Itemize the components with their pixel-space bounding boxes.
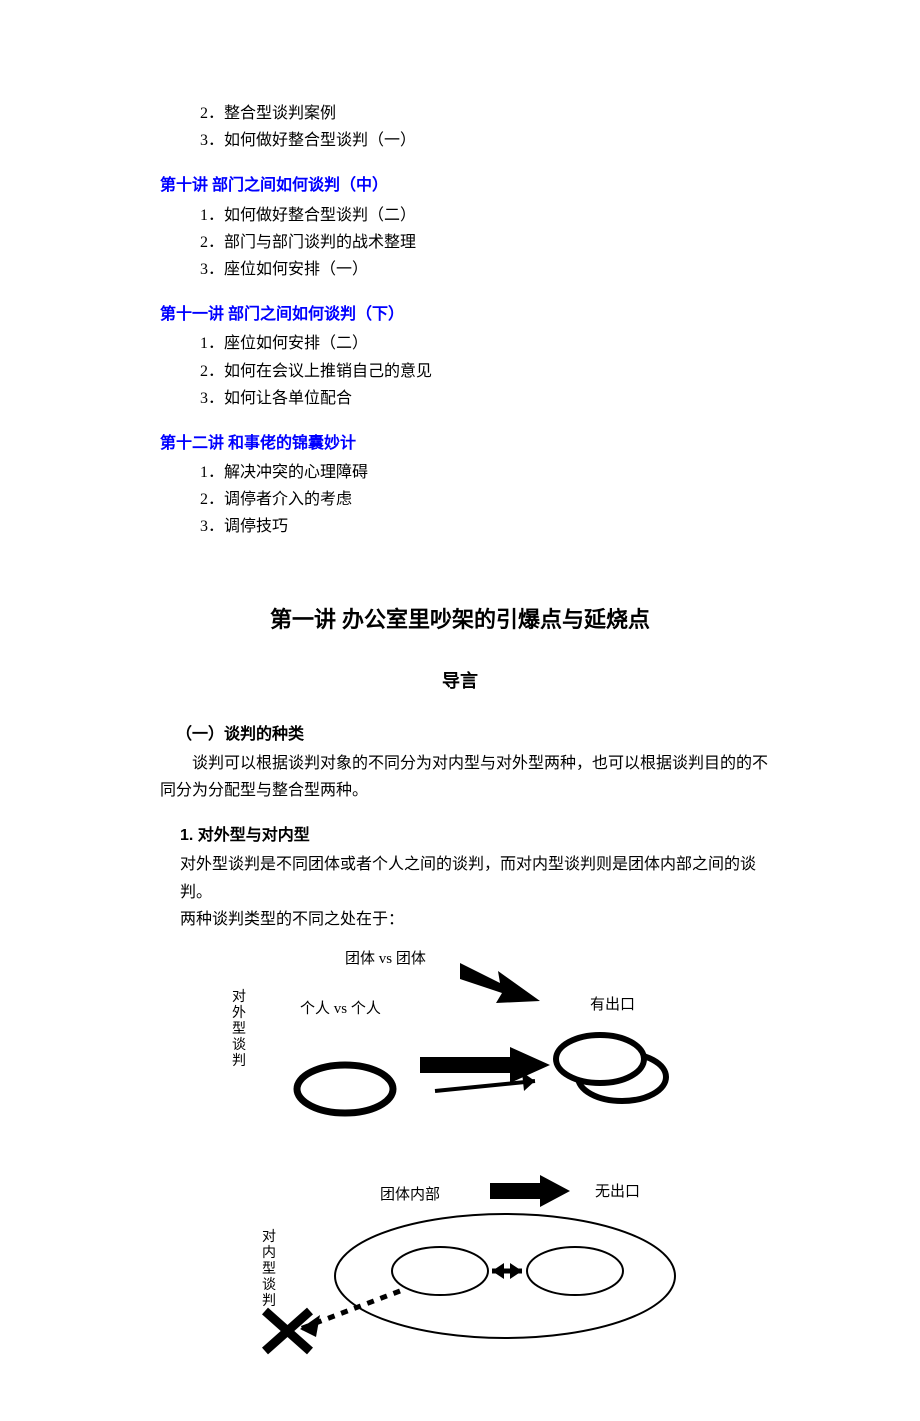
toc-item: 2．整合型谈判案例 bbox=[140, 100, 780, 127]
toc-item: 3．座位如何安排（一） bbox=[140, 256, 780, 283]
arrow-icon bbox=[420, 1047, 550, 1083]
toc-item: 1．座位如何安排（二） bbox=[140, 330, 780, 357]
subheading-external-internal: 1. 对外型与对内型 bbox=[140, 822, 780, 849]
subheading-types: （一）谈判的种类 bbox=[140, 721, 780, 748]
ellipse-right-front bbox=[556, 1035, 644, 1083]
top-right-label: 有出口 bbox=[590, 996, 635, 1013]
toc-heading-lecture-10: 第十讲 部门之间如何谈判（中） bbox=[140, 172, 780, 199]
lecture-title: 第一讲 办公室里吵架的引爆点与延烧点 bbox=[140, 601, 780, 638]
side-label-external: 对 外 型 谈 判 bbox=[232, 989, 250, 1069]
x-mark-icon bbox=[265, 1311, 310, 1351]
double-arrow-icon bbox=[492, 1263, 522, 1279]
ellipse-left bbox=[297, 1065, 393, 1113]
side-label-internal: 对 内 型 谈 判 bbox=[262, 1229, 280, 1309]
toc-item: 2．如何在会议上推销自己的意见 bbox=[140, 358, 780, 385]
toc-item: 3．如何做好整合型谈判（一） bbox=[140, 127, 780, 154]
paragraph-types: 谈判可以根据谈判对象的不同分为对内型与对外型两种，也可以根据谈判目的的不同分为分… bbox=[140, 750, 780, 804]
toc-item: 1．如何做好整合型谈判（二） bbox=[140, 202, 780, 229]
toc-item: 2．调停者介入的考虑 bbox=[140, 486, 780, 513]
top-header: 团体 vs 团体 bbox=[345, 950, 426, 967]
body-line-2: 两种谈判类型的不同之处在于： bbox=[140, 906, 780, 933]
toc-heading-lecture-12: 第十二讲 和事佬的锦囊妙计 bbox=[140, 430, 780, 457]
inner-ellipse-left bbox=[392, 1247, 488, 1295]
outer-ellipse bbox=[335, 1214, 675, 1338]
body-line-1: 对外型谈判是不同团体或者个人之间的谈判，而对内型谈判则是团体内部之间的谈判。 bbox=[140, 851, 780, 905]
dashed-arrow-icon bbox=[300, 1291, 400, 1337]
section-intro-label: 导言 bbox=[140, 666, 780, 697]
arrow-icon bbox=[460, 963, 540, 1003]
top-row2: 个人 vs 个人 bbox=[300, 1000, 381, 1017]
bottom-header: 团体内部 bbox=[380, 1186, 440, 1203]
inner-ellipse-right bbox=[527, 1247, 623, 1295]
toc-item: 2．部门与部门谈判的战术整理 bbox=[140, 229, 780, 256]
toc-item: 3．调停技巧 bbox=[140, 513, 780, 540]
arrow-icon bbox=[490, 1175, 570, 1207]
negotiation-types-diagram: 对 外 型 谈 判 团体 vs 团体 个人 vs 个人 有出口 对 内 型 谈 … bbox=[190, 941, 730, 1361]
toc-heading-lecture-11: 第十一讲 部门之间如何谈判（下） bbox=[140, 301, 780, 328]
bottom-right-label: 无出口 bbox=[595, 1183, 640, 1200]
toc-item: 1．解决冲突的心理障碍 bbox=[140, 459, 780, 486]
toc-item: 3．如何让各单位配合 bbox=[140, 385, 780, 412]
